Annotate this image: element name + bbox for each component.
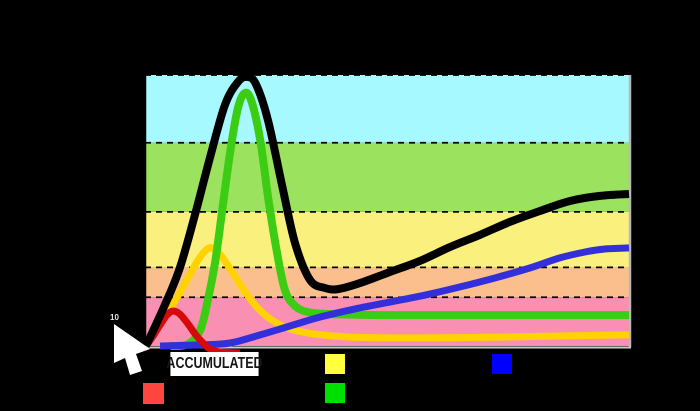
legend-item-red-series[interactable]: [143, 383, 164, 404]
series-green-series-curve: [169, 88, 629, 350]
legend-item-yellow-series[interactable]: [325, 354, 345, 374]
legend-swatch-red-series: [143, 383, 164, 404]
legend-label-accumulated: ACCUMULATED: [166, 352, 263, 376]
legend-item-blue-series[interactable]: [492, 354, 512, 374]
legend-item-accumulated[interactable]: ACCUMULATED: [143, 352, 271, 378]
series-accumulated-curve: [144, 72, 630, 348]
cursor-arrow-icon: [114, 324, 150, 375]
series-blue-series-curve: [159, 244, 630, 350]
legend-swatch-blue-series: [492, 354, 512, 374]
series-yellow-series-curve: [144, 244, 630, 348]
y-axis-tick-label: 10: [110, 313, 119, 322]
legend-swatch-green-series: [325, 383, 345, 403]
legend-swatch-accumulated: [143, 354, 163, 374]
legend-swatch-yellow-series: [325, 354, 345, 374]
legend-item-green-series[interactable]: [325, 383, 345, 403]
